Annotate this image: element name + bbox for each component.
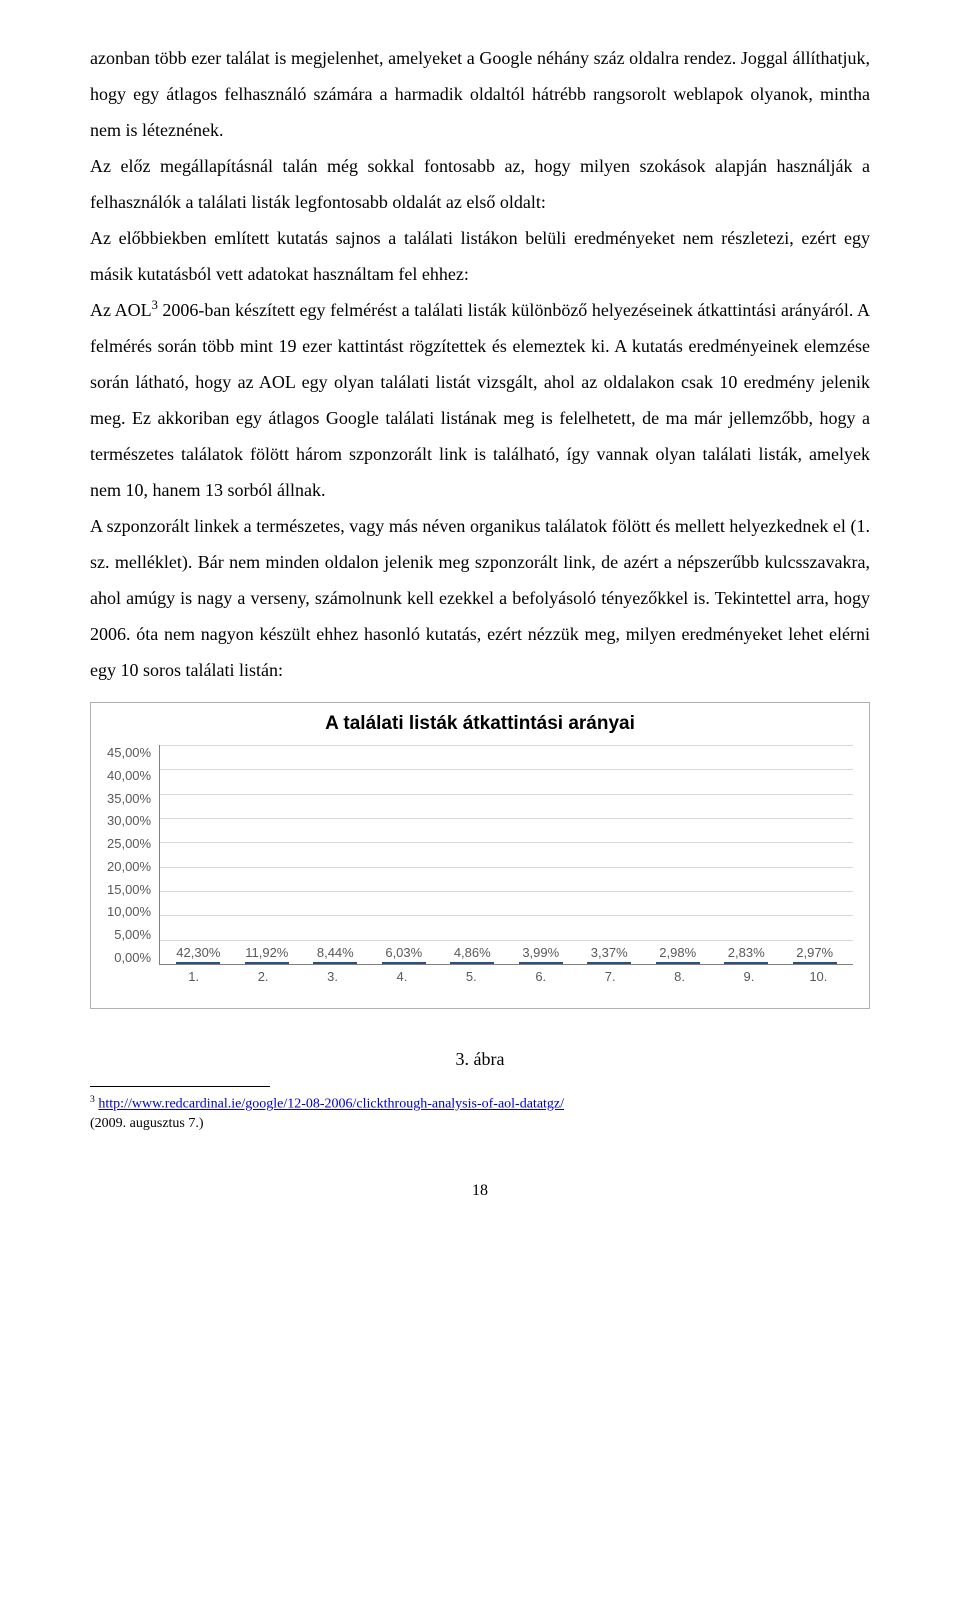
chart-bar-wrap: 3,37% (575, 962, 643, 964)
chart-y-tick: 40,00% (107, 768, 151, 783)
chart-x-tick: 9. (714, 969, 783, 984)
chart-bar (724, 962, 768, 964)
chart-y-tick: 30,00% (107, 813, 151, 828)
paragraph-5: A szponzorált linkek a természetes, vagy… (90, 516, 870, 680)
chart-bar (793, 962, 837, 964)
figure-caption: 3. ábra (90, 1049, 870, 1070)
chart-bar-wrap: 42,30% (164, 962, 232, 964)
chart-bar-value-label: 42,30% (176, 945, 220, 960)
footnote-link[interactable]: http://www.redcardinal.ie/google/12-08-2… (98, 1097, 564, 1112)
chart-x-tick: 6. (506, 969, 575, 984)
chart-x-tick: 10. (784, 969, 853, 984)
chart-bar-value-label: 2,98% (659, 945, 696, 960)
chart-bar-value-label: 2,97% (796, 945, 833, 960)
paragraph-2: Az előz megállapításnál talán még sokkal… (90, 156, 870, 212)
chart-bar-wrap: 2,97% (780, 962, 848, 964)
chart-bar (245, 962, 289, 964)
chart-plot-area: 42,30%11,92%8,44%6,03%4,86%3,99%3,37%2,9… (159, 745, 853, 965)
chart-y-tick: 20,00% (107, 859, 151, 874)
chart-bar-value-label: 2,83% (728, 945, 765, 960)
chart-y-tick: 25,00% (107, 836, 151, 851)
chart-bar-value-label: 8,44% (317, 945, 354, 960)
footnote-3: 3 http://www.redcardinal.ie/google/12-08… (90, 1093, 870, 1134)
chart-bar (450, 962, 494, 964)
paragraph-4-prefix: Az AOL (90, 300, 152, 320)
paragraph-3: Az előbbiekben említett kutatás sajnos a… (90, 228, 870, 284)
chart-y-tick: 5,00% (107, 927, 151, 942)
chart-bar-wrap: 8,44% (301, 962, 369, 964)
chart-bar-wrap: 2,98% (643, 962, 711, 964)
chart-bar-value-label: 3,37% (591, 945, 628, 960)
chart-bar-value-label: 4,86% (454, 945, 491, 960)
chart-x-tick: 4. (367, 969, 436, 984)
chart-bar (587, 962, 631, 964)
chart-y-tick: 15,00% (107, 882, 151, 897)
ctr-bar-chart: A találati listák átkattintási arányai 4… (90, 702, 870, 1009)
chart-y-axis: 45,00% 40,00% 35,00% 30,00% 25,00% 20,00% 15,0… (107, 745, 159, 965)
chart-title: A találati listák átkattintási arányai (107, 713, 853, 735)
chart-bar-value-label: 6,03% (385, 945, 422, 960)
chart-bar-value-label: 3,99% (522, 945, 559, 960)
chart-bar-wrap: 11,92% (233, 962, 301, 964)
footnote-separator (90, 1086, 270, 1087)
chart-bar-wrap: 6,03% (370, 962, 438, 964)
chart-x-tick: 2. (228, 969, 297, 984)
chart-x-tick: 7. (575, 969, 644, 984)
paragraph-1: azonban több ezer találat is megjelenhet… (90, 48, 870, 140)
chart-x-tick: 5. (437, 969, 506, 984)
chart-bar (176, 962, 220, 964)
chart-bar (519, 962, 563, 964)
footnote-date: (2009. augusztus 7.) (90, 1116, 204, 1131)
paragraph-4-suffix: 2006-ban készített egy felmérést a talál… (90, 300, 870, 500)
page-number: 18 (90, 1182, 870, 1200)
chart-y-tick: 45,00% (107, 745, 151, 760)
chart-y-tick: 35,00% (107, 791, 151, 806)
chart-bar-wrap: 3,99% (507, 962, 575, 964)
chart-y-tick: 10,00% (107, 904, 151, 919)
chart-y-tick: 0,00% (107, 950, 151, 965)
chart-x-tick: 1. (159, 969, 228, 984)
chart-bar-value-label: 11,92% (245, 945, 288, 960)
chart-bar-wrap: 4,86% (438, 962, 506, 964)
chart-bar (313, 962, 357, 964)
chart-x-tick: 3. (298, 969, 367, 984)
chart-bar (382, 962, 426, 964)
chart-x-axis: 1.2.3.4.5.6.7.8.9.10. (107, 969, 853, 984)
footnote-marker: 3 (90, 1094, 95, 1105)
chart-bar (656, 962, 700, 964)
chart-x-tick: 8. (645, 969, 714, 984)
chart-bar-wrap: 2,83% (712, 962, 780, 964)
